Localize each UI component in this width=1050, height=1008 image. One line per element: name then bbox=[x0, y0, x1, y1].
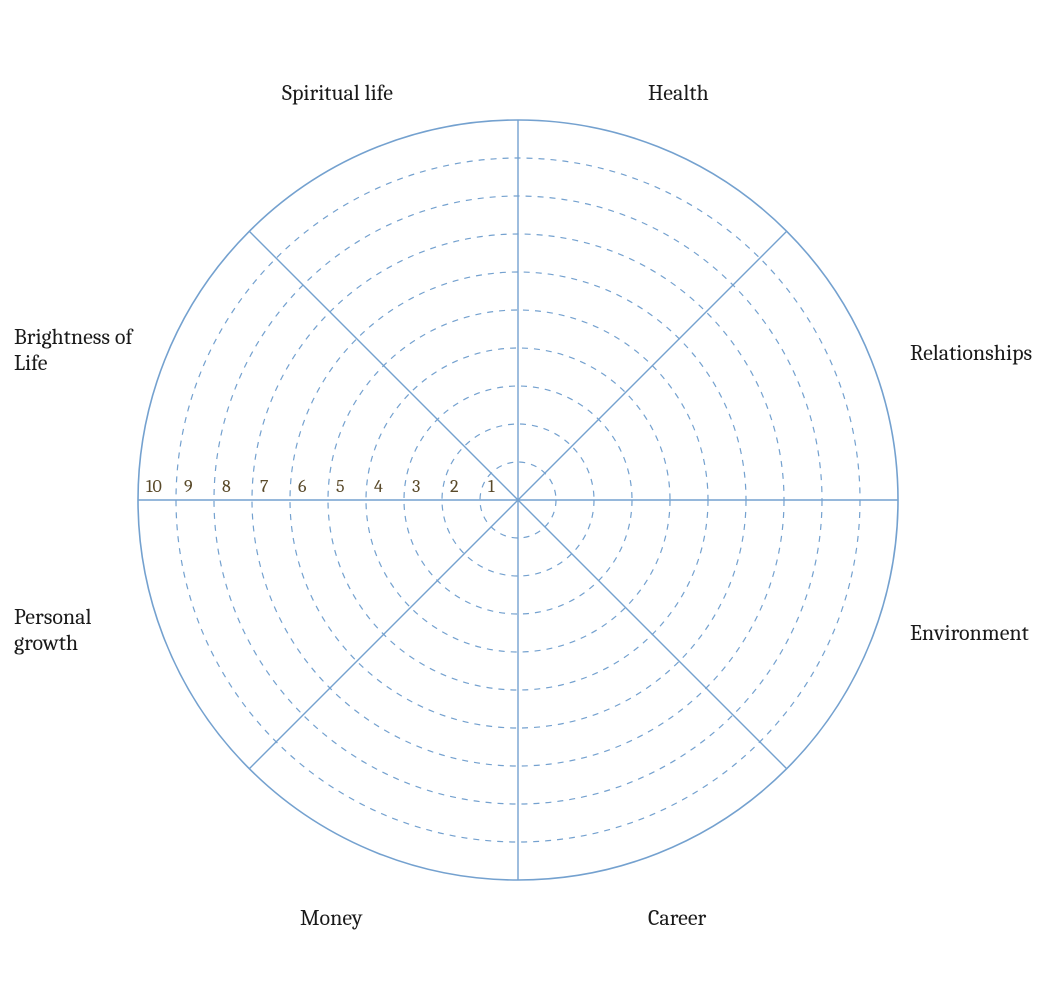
wheel-svg: 10 9 8 7 6 5 4 3 2 1 bbox=[0, 0, 1050, 1008]
category-label-relationships: Relationships bbox=[910, 340, 1050, 366]
wheel-of-life-diagram: 10 9 8 7 6 5 4 3 2 1 Spiritual life Health Relation… bbox=[0, 0, 1050, 1008]
category-label-career: Career bbox=[648, 905, 808, 931]
category-label-brightness-of-life: Brightness of Life bbox=[14, 324, 154, 377]
spoke-225 bbox=[249, 500, 518, 769]
scale-label-4: 4 bbox=[374, 476, 383, 497]
spoke-315 bbox=[518, 500, 787, 769]
scale-label-1: 1 bbox=[488, 476, 495, 497]
scale-label-8: 8 bbox=[222, 476, 231, 497]
scale-label-2: 2 bbox=[450, 476, 459, 497]
spoke-135 bbox=[249, 231, 518, 500]
scale-label-9: 9 bbox=[184, 476, 193, 497]
category-label-spiritual-life: Spiritual life bbox=[282, 80, 482, 106]
scale-label-10: 10 bbox=[146, 476, 162, 497]
category-label-money: Money bbox=[300, 905, 460, 931]
spoke-45 bbox=[518, 231, 787, 500]
category-label-health: Health bbox=[648, 80, 808, 106]
scale-label-7: 7 bbox=[260, 476, 269, 497]
scale-label-6: 6 bbox=[298, 476, 307, 497]
scale-label-5: 5 bbox=[336, 476, 345, 497]
scale-label-3: 3 bbox=[412, 476, 420, 497]
category-label-environment: Environment bbox=[910, 620, 1050, 646]
category-label-personal-growth: Personal growth bbox=[14, 604, 134, 657]
